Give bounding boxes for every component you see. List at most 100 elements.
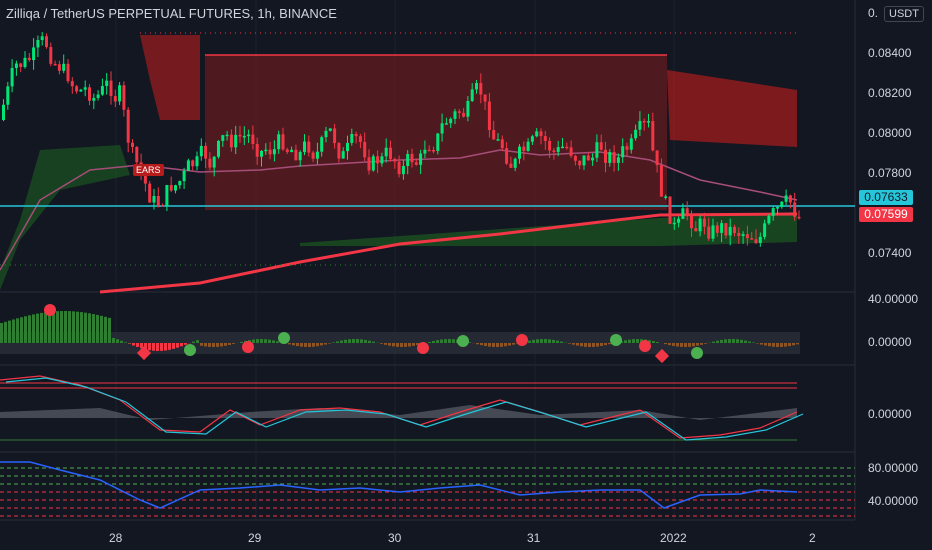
long-ma-line [99, 212, 798, 294]
momentum-bar [216, 343, 219, 347]
candle-body [543, 136, 547, 141]
momentum-bar [120, 340, 123, 343]
candle-body [758, 236, 762, 244]
momentum-bar [96, 314, 99, 343]
momentum-bar [720, 339, 723, 343]
momentum-signal-dot [639, 340, 651, 352]
momentum-bar [212, 343, 215, 347]
candle-body [595, 142, 599, 158]
momentum-bar [336, 341, 339, 343]
momentum-bar [668, 343, 671, 346]
momentum-bar [348, 339, 351, 343]
candle-body [148, 183, 152, 203]
candle-body [573, 155, 577, 161]
momentum-bar [596, 343, 599, 347]
momentum-bar [780, 343, 783, 347]
currency-badge[interactable]: USDT [884, 6, 924, 22]
momentum-bar [512, 343, 515, 345]
momentum-bar [576, 343, 579, 346]
momentum-signal-dot [691, 347, 703, 359]
candle-body [32, 47, 36, 61]
candle-body [535, 131, 539, 137]
momentum-bar [784, 343, 787, 347]
momentum-bar [220, 343, 223, 347]
momentum-bar [580, 343, 583, 347]
momentum-bar [600, 343, 603, 346]
momentum-bar [100, 315, 103, 343]
candle-body [225, 134, 229, 137]
candle-body [634, 129, 638, 139]
momentum-bar [584, 343, 587, 347]
momentum-bar [568, 343, 571, 344]
candle-body [625, 146, 629, 150]
candle-body [681, 208, 685, 219]
candle-body [737, 232, 741, 236]
candle-body [440, 123, 444, 134]
candle-body [298, 152, 302, 161]
momentum-bar [776, 343, 779, 347]
candle-body [655, 150, 659, 166]
momentum-bar [608, 343, 611, 345]
candle-body [664, 196, 668, 198]
momentum-bar [144, 343, 147, 350]
candle-body [741, 234, 745, 236]
rsi-line [0, 461, 798, 509]
candle-body [281, 134, 285, 150]
momentum-signal-dot [417, 342, 429, 354]
candle-body [75, 86, 79, 92]
candle-body [2, 104, 5, 120]
momentum-bar [636, 339, 639, 343]
candle-body [195, 156, 199, 167]
momentum-bar [428, 341, 431, 343]
momentum-bar [372, 341, 375, 343]
momentum-bar [504, 343, 507, 347]
candle-body [539, 131, 543, 137]
momentum-bar [604, 343, 607, 346]
symbol-title[interactable]: Zilliqa / TetherUS PERPETUAL FUTURES, 1h… [6, 6, 337, 21]
candle-body [642, 120, 646, 123]
candle-body [49, 47, 53, 64]
candle-body [483, 94, 487, 102]
candle-body [561, 146, 564, 149]
osc-signal-line [0, 375, 798, 439]
candle-body [393, 158, 397, 162]
momentum-bar [152, 343, 155, 351]
momentum-bar [400, 343, 403, 347]
momentum-bar [324, 343, 327, 345]
momentum-bar [452, 339, 455, 343]
momentum-bar [448, 339, 451, 343]
candle-body [303, 141, 306, 153]
momentum-bar [24, 316, 27, 343]
momentum-bar [88, 313, 91, 343]
candle-body [793, 202, 797, 217]
candle-body [10, 67, 14, 87]
candle-body [6, 86, 10, 105]
candle-body [221, 135, 225, 141]
momentum-bar [192, 341, 195, 343]
candle-body [702, 218, 706, 227]
momentum-bar [356, 339, 359, 343]
bull-cloud [0, 145, 130, 290]
candle-body [311, 152, 315, 159]
price-axis-label: 0.07800 [868, 166, 912, 180]
candle-body [182, 170, 186, 182]
momentum-bar [44, 312, 47, 343]
candle-body [161, 205, 165, 207]
candle-body [290, 149, 294, 153]
momentum-bar [364, 339, 367, 343]
momentum-bar [60, 311, 63, 343]
candle-body [728, 226, 732, 236]
momentum-bar [12, 319, 15, 343]
candle-body [599, 142, 603, 150]
candle-body [591, 157, 595, 161]
momentum-bar [392, 343, 395, 347]
momentum-bar [556, 340, 559, 343]
rsi-upper-label: 80.00000 [868, 461, 919, 475]
candle-body [204, 145, 208, 159]
momentum-bar [552, 339, 555, 343]
candle-body [638, 120, 642, 130]
momentum-bar [696, 343, 699, 346]
momentum-bar [744, 340, 747, 343]
momentum-bar [76, 311, 79, 343]
